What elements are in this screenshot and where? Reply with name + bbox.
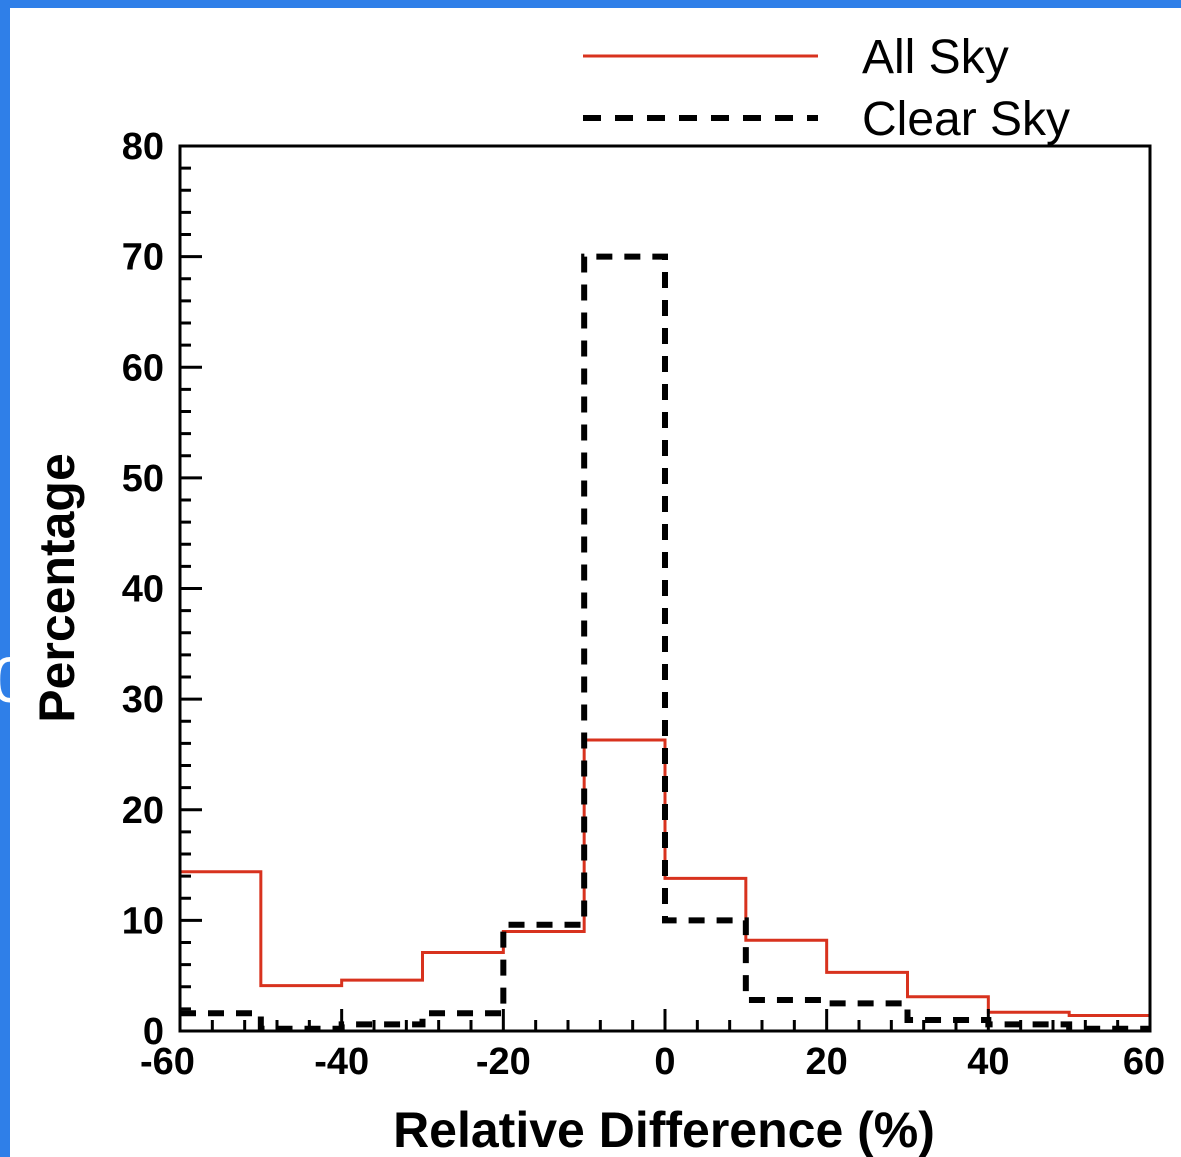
ticks-layer: 0 10 20 30 40 50 60 70 80 -60 -40 -20 0 20 40 60	[122, 126, 1165, 1083]
legend-label: All Sky	[862, 31, 1009, 84]
y-tick-label: 80	[122, 126, 164, 168]
y-tick-label: 20	[122, 790, 164, 832]
x-tick-label: 20	[806, 1041, 848, 1083]
y-tick-label: 40	[122, 569, 164, 611]
x-tick-label: 0	[654, 1041, 675, 1083]
y-tick-label: 60	[122, 347, 164, 389]
y-tick-label: 10	[122, 900, 164, 942]
legend-label: Clear Sky	[862, 93, 1070, 146]
series-layer	[180, 253, 1150, 1032]
y-axis-title: Percentage	[29, 453, 85, 723]
x-axis-title: Relative Difference (%)	[393, 1102, 935, 1157]
x-tick-label: -40	[314, 1041, 369, 1083]
legend: All Sky Clear Sky	[583, 31, 1070, 146]
x-tick-label: 60	[1123, 1041, 1165, 1083]
y-tick-label: 50	[122, 458, 164, 500]
y-tick-label: 70	[122, 237, 164, 279]
y-tick-label: 30	[122, 679, 164, 721]
y-tick-label: 0	[143, 1011, 164, 1053]
x-tick-label: -60	[140, 1041, 195, 1083]
series-line-dashed	[180, 253, 1150, 1032]
edge-fragment: 0	[0, 644, 28, 716]
x-tick-label: 40	[967, 1041, 1009, 1083]
x-tick-label: -20	[476, 1041, 531, 1083]
